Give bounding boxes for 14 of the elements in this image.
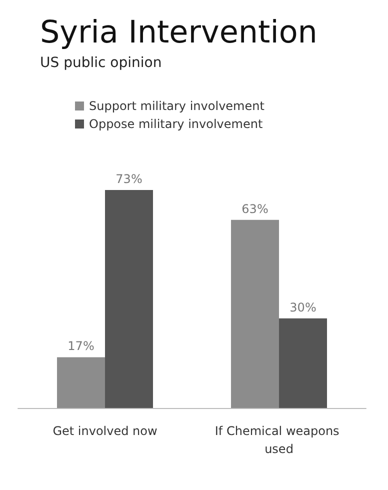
chart-subtitle: US public opinion [40, 55, 162, 71]
data-label: 17% [68, 339, 94, 354]
x-tick-label: Get involved now [52, 424, 158, 438]
x-tick-label: If Chemical weapons used [214, 424, 344, 456]
data-label: 30% [290, 300, 316, 314]
chart-title: Syria Intervention [40, 14, 318, 50]
data-label: 73% [116, 172, 142, 186]
legend-label: Oppose military involvement [89, 117, 263, 131]
legend-label: Support military involvement [89, 99, 265, 113]
bar [105, 190, 153, 408]
bar [231, 220, 279, 408]
bar [57, 357, 105, 408]
bar [279, 318, 327, 408]
data-label: 63% [242, 202, 268, 216]
